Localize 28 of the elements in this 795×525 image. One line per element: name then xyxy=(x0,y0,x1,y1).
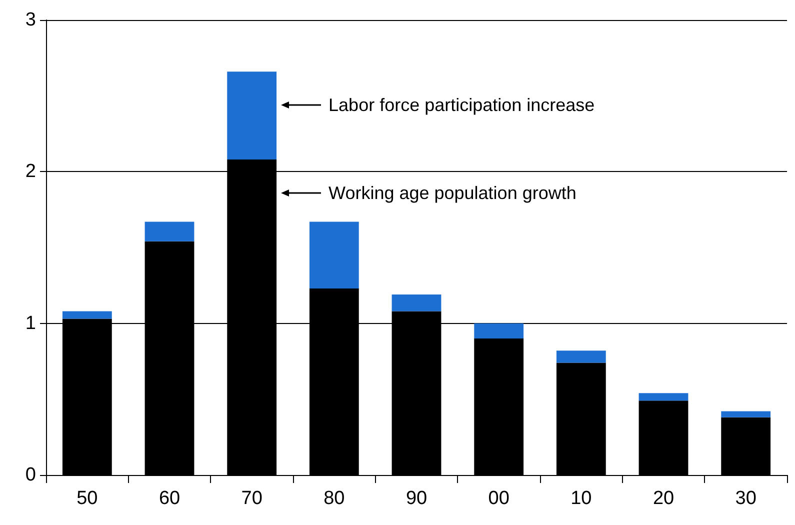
annotation: Working age population growth xyxy=(328,182,576,203)
bar xyxy=(62,311,112,319)
x-tick-label: 30 xyxy=(735,488,756,509)
x-tick-label: 50 xyxy=(76,488,98,509)
bar xyxy=(392,294,442,312)
x-tick-label: 80 xyxy=(324,488,345,509)
bar xyxy=(556,362,606,475)
bar xyxy=(638,393,688,401)
y-tick-label: 3 xyxy=(25,10,36,30)
bar xyxy=(721,411,771,418)
bar xyxy=(474,323,524,338)
bar xyxy=(474,338,524,475)
x-tick-label: 00 xyxy=(488,488,510,509)
y-tick-label: 1 xyxy=(25,312,36,334)
bar xyxy=(721,417,771,475)
y-tick-label: 0 xyxy=(25,464,36,486)
bar xyxy=(227,72,277,160)
x-tick-label: 70 xyxy=(241,488,262,509)
x-tick-label: 20 xyxy=(652,488,674,509)
bar xyxy=(638,400,688,475)
bar xyxy=(144,222,194,242)
annotation: Labor force participation increase xyxy=(328,94,595,115)
bar xyxy=(556,350,606,363)
x-tick-label: 60 xyxy=(158,488,180,509)
bar xyxy=(309,222,359,288)
x-tick-label: 90 xyxy=(406,488,428,509)
x-tick-label: 10 xyxy=(570,488,592,509)
y-tick-label: 2 xyxy=(25,161,36,182)
